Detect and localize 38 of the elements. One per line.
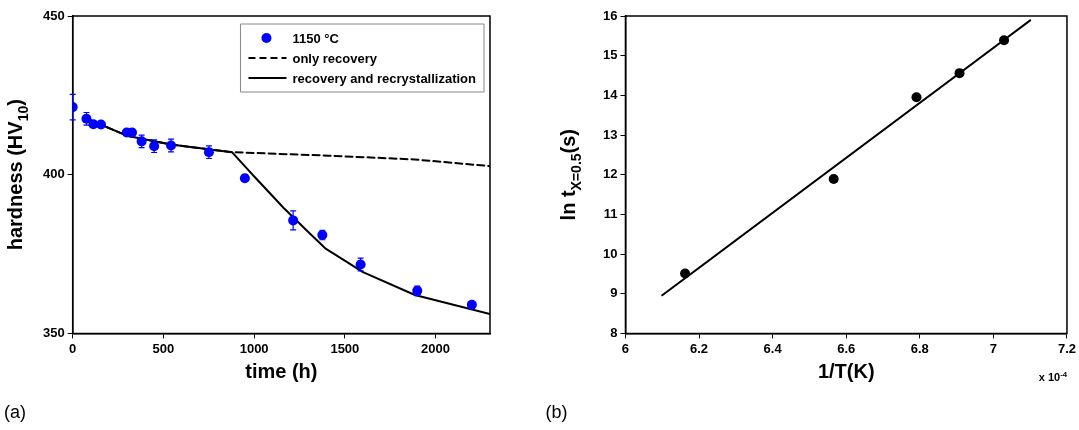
y-tick-label: 16 xyxy=(602,7,618,23)
y-tick-label: 11 xyxy=(603,205,618,221)
x-axis-title: time (h) xyxy=(245,360,318,383)
x-tick-label: 7.2 xyxy=(1057,340,1076,356)
x-tick-label: 0 xyxy=(69,340,77,356)
x-axis-title: 1/T(K) xyxy=(817,360,875,383)
y-tick-label: 12 xyxy=(602,166,618,182)
x-tick-label: 7 xyxy=(989,340,997,356)
y-tick-label: 400 xyxy=(42,166,65,182)
y-tick-label: 13 xyxy=(602,126,618,142)
y-tick-label: 350 xyxy=(42,324,65,340)
x-tick-label: 1500 xyxy=(330,340,360,356)
text: (b) xyxy=(545,402,568,422)
legend-label: 1150 °C xyxy=(292,31,340,46)
x-tick-label: 6.2 xyxy=(690,340,709,356)
x-tick-label: 6.6 xyxy=(837,340,856,356)
x-tick-label: 1000 xyxy=(239,340,269,356)
y-axis-title: hardness (HV10) xyxy=(4,99,31,251)
legend-label: only recovery xyxy=(292,51,378,66)
text: (a) xyxy=(4,402,26,422)
x-tick-label: 500 xyxy=(152,340,175,356)
y-tick-label: 10 xyxy=(602,245,618,261)
x-tick-label: 6 xyxy=(621,340,630,356)
y-axis-title: ln tX=0.5(s) xyxy=(557,128,584,221)
x-tick-label: 6.8 xyxy=(910,340,929,356)
point xyxy=(680,268,691,279)
x-tick-label: 2000 xyxy=(421,340,451,356)
y-tick-label: 14 xyxy=(602,86,619,102)
point xyxy=(954,68,965,79)
point xyxy=(911,92,922,103)
y-tick-label: 450 xyxy=(42,7,65,23)
y-tick-label: 15 xyxy=(602,47,618,63)
y-tick-label: 9 xyxy=(610,285,618,301)
y-tick-label: 8 xyxy=(610,324,618,340)
point xyxy=(999,35,1010,46)
point xyxy=(828,174,839,185)
legend-label: recovery and recrystallization xyxy=(292,71,477,86)
x-tick-label: 6.4 xyxy=(763,340,783,356)
